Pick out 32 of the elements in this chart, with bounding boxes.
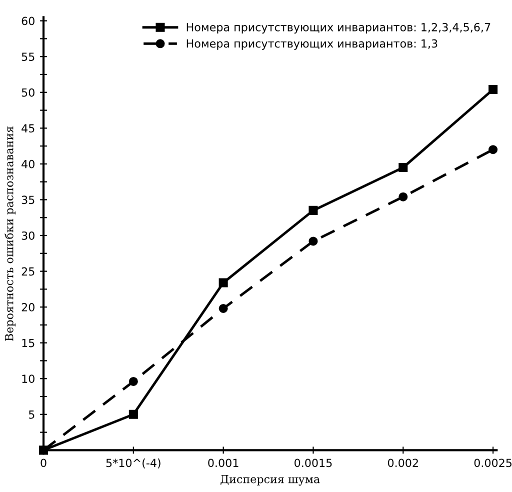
point (398, 192, 408, 202)
y-tick-label: 50 (22, 88, 34, 97)
x-tick-label: 0 (40, 458, 46, 468)
point (308, 206, 318, 215)
x-tick-label: 5*10^(-4) (106, 458, 160, 468)
point (128, 410, 138, 419)
y-tick-label: 40 (22, 160, 34, 168)
point (398, 162, 408, 172)
point (488, 84, 498, 94)
y-tick-label: 35 (22, 196, 34, 204)
y-tick-label: 60 (22, 16, 34, 26)
legend-label: Номера присутствующих инвариантов: 1,3 (186, 39, 438, 50)
y-tick-label: 55 (22, 52, 34, 61)
y-tick-label: 45 (22, 124, 34, 133)
x-axis-title: Дисперсия шума (220, 475, 320, 486)
x-tick-label: 0.002 (388, 458, 418, 468)
x-tick-label: 0.001 (208, 458, 238, 468)
point (308, 236, 318, 246)
point (218, 278, 228, 288)
x-tick-label: 0.0025 (474, 458, 512, 468)
point (128, 376, 138, 386)
y-tick-label: 5 (28, 410, 34, 419)
legend-label: Номера присутствующих инвариантов: 1,2,3,4,5,6,7 (186, 22, 490, 34)
y-tick-label: 20 (22, 303, 34, 312)
x-tick-label: 0.0015 (294, 458, 332, 468)
point (218, 304, 228, 313)
y-tick-label: 10 (22, 374, 34, 383)
y-tick-label: 25 (22, 267, 34, 276)
y-tick-label: 15 (22, 338, 34, 348)
point (488, 145, 498, 154)
y-axis-title: Вероятность ошибки распознавания (4, 126, 16, 341)
y-tick-label: 30 (22, 231, 34, 240)
